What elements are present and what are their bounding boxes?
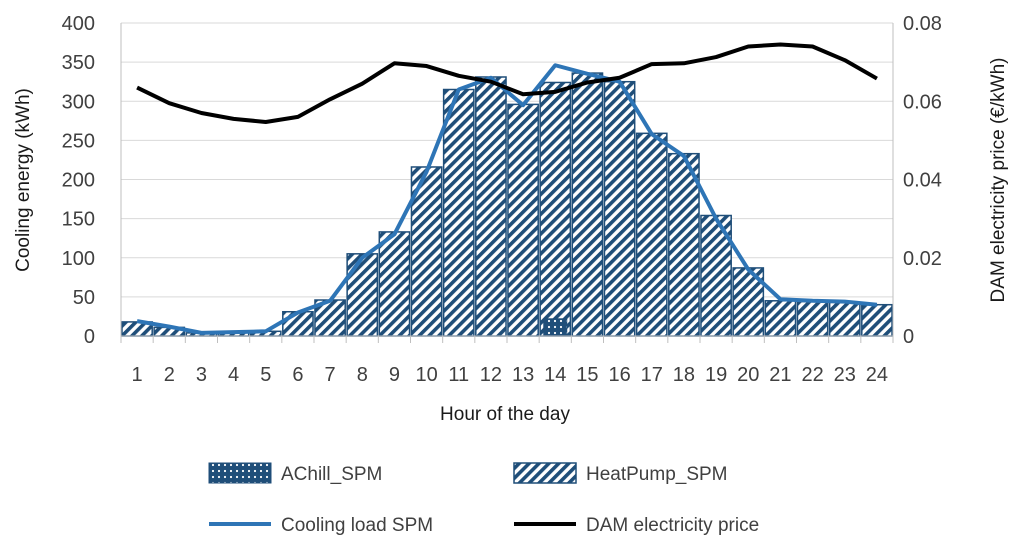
y-tick-label-100: 100: [62, 248, 95, 270]
y-tick-label-300: 300: [62, 91, 95, 113]
x-tick-label-6: 6: [292, 364, 303, 386]
gridlines: [121, 22, 893, 337]
x-axis-title: Hour of the day: [440, 404, 570, 425]
heatpump-bar-18: [668, 152, 700, 337]
heatpump-bar-9: [378, 231, 411, 337]
y2-tick-label-0: 0: [903, 326, 914, 348]
y-tick-label-400: 400: [62, 13, 95, 35]
legend-label-heatpump: HeatPump_SPM: [586, 464, 728, 485]
x-tick-label-15: 15: [576, 364, 598, 386]
x-tick-label-23: 23: [834, 364, 856, 386]
x-tick-label-21: 21: [769, 364, 791, 386]
y-tick-label-150: 150: [62, 209, 95, 231]
x-tick-label-3: 3: [196, 364, 207, 386]
x-tick-label-12: 12: [480, 364, 502, 386]
heatpump-bar-24: [861, 303, 893, 337]
heatpump-bar-15: [571, 72, 604, 337]
x-tick-label-2: 2: [164, 364, 175, 386]
y-tick-label-50: 50: [73, 287, 95, 309]
dam-price-line: [136, 42, 878, 124]
x-tick-label-11: 11: [448, 364, 469, 386]
heatpump-bar-13: [507, 103, 539, 337]
x-tick-label-8: 8: [357, 364, 368, 386]
y-tick-label-350: 350: [62, 52, 95, 74]
x-tick-label-19: 19: [705, 364, 727, 386]
x-tick-label-5: 5: [260, 364, 271, 386]
y2-tick-label-0.04: 0.04: [903, 170, 942, 192]
heatpump-bar-14: [539, 81, 572, 337]
x-tick-label-14: 14: [544, 364, 566, 386]
x-tick-label-9: 9: [389, 364, 400, 386]
heatpump-bar-21: [764, 300, 797, 337]
y2-tick-label-0.02: 0.02: [903, 248, 942, 270]
x-tick-label-17: 17: [641, 364, 663, 386]
y2-axis-title: DAM electricity price (€/kWh): [988, 58, 1009, 303]
heatpump-bar-22: [796, 300, 829, 337]
heatpump-bar-11: [442, 88, 475, 337]
legend-item-achill: AChill_SPM: [208, 462, 382, 485]
x-tick-label-22: 22: [801, 364, 823, 386]
heatpump-bar-23: [828, 301, 861, 337]
y-tick-label-0: 0: [84, 326, 95, 348]
x-tick-label-16: 16: [608, 364, 630, 386]
tick-labels: 0 50 100 150 200 250 300 350 400 0 0.02 0.04 0.06 0.0…: [62, 13, 942, 386]
legend-label-cooling-load: Cooling load SPM: [281, 515, 433, 536]
legend-item-cooling-load: Cooling load SPM: [209, 515, 433, 536]
legend-item-dam-price: DAM electricity price: [514, 515, 759, 536]
legend-item-heatpump: HeatPump_SPM: [513, 462, 728, 485]
achill-bar-14: [543, 318, 568, 337]
x-tick-label-10: 10: [415, 364, 437, 386]
heatpump-bar-12: [475, 76, 507, 337]
y-tick-label-250: 250: [62, 130, 95, 152]
bars: [121, 72, 893, 337]
legend-label-achill: AChill_SPM: [281, 464, 382, 485]
legend: AChill_SPM HeatPump_SPM Cooling load SPM…: [208, 462, 759, 536]
y2-tick-label-0.06: 0.06: [903, 91, 942, 113]
heatpump-bar-17: [635, 132, 668, 337]
x-tick-label-7: 7: [325, 364, 336, 386]
heatpump-bar-6: [282, 310, 314, 337]
heatpump-bar-16: [603, 80, 636, 337]
y2-tick-label-0.08: 0.08: [903, 13, 942, 35]
cooling-load-line: [136, 63, 878, 335]
heatpump-bar-8: [346, 253, 379, 337]
x-tick-label-13: 13: [512, 364, 534, 386]
legend-swatch-achill: [208, 462, 272, 484]
x-tick-label-18: 18: [673, 364, 695, 386]
x-tick-label-4: 4: [228, 364, 239, 386]
lines: [136, 42, 878, 335]
x-tick-label-24: 24: [866, 364, 888, 386]
y-axis-title: Cooling energy (kWh): [13, 88, 34, 272]
legend-swatch-heatpump: [513, 462, 577, 484]
y-tick-label-200: 200: [62, 170, 95, 192]
legend-label-dam-price: DAM electricity price: [586, 515, 759, 536]
axes: [120, 23, 894, 343]
x-tick-label-1: 1: [132, 364, 143, 386]
x-tick-label-20: 20: [737, 364, 759, 386]
